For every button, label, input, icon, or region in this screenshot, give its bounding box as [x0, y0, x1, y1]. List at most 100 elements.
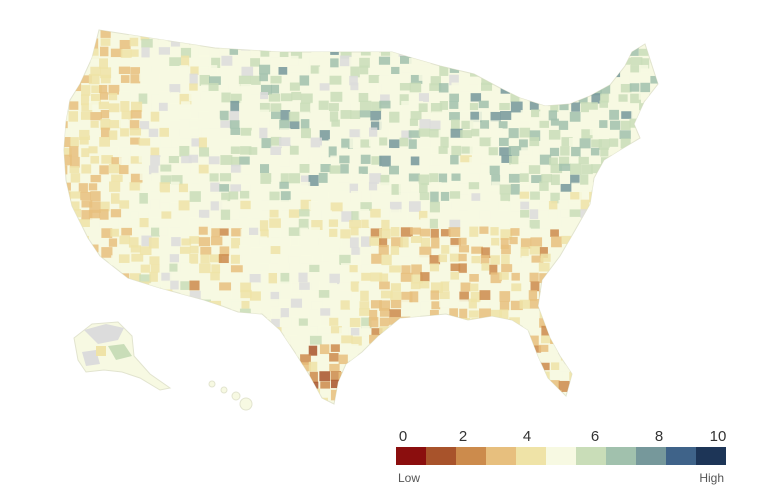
- county-cell: [229, 201, 239, 212]
- county-cell: [330, 211, 341, 222]
- county-cell: [149, 271, 158, 282]
- county-cell: [189, 73, 198, 85]
- county-cell: [500, 46, 509, 55]
- county-cell: [229, 120, 240, 129]
- county-cell: [138, 281, 151, 290]
- county-cell: [310, 399, 322, 404]
- county-cell: [198, 48, 210, 56]
- county-cell: [139, 57, 148, 69]
- county-cell: [470, 263, 481, 272]
- county-cell: [349, 265, 358, 273]
- county-cell: [469, 146, 481, 155]
- county-cell: [468, 310, 479, 318]
- county-cell: [128, 237, 139, 248]
- county-cell: [638, 164, 649, 172]
- county-cell: [379, 336, 390, 344]
- county-cell: [270, 75, 282, 84]
- county-cell: [340, 389, 351, 399]
- county-cell: [500, 238, 509, 249]
- county-cell: [500, 165, 510, 176]
- county-cell: [539, 120, 550, 128]
- county-cell: [508, 145, 520, 157]
- county-cell: [639, 155, 650, 164]
- county-cell: [498, 67, 509, 77]
- county-cell: [351, 336, 362, 346]
- county-cell: [299, 38, 310, 49]
- county-cell: [478, 100, 489, 109]
- county-cell: [418, 103, 428, 113]
- county-cell: [139, 397, 151, 404]
- county-cell: [119, 281, 132, 292]
- county-cell: [429, 92, 441, 103]
- county-cell: [549, 280, 559, 290]
- county-cell: [88, 100, 100, 111]
- county-cell: [599, 318, 612, 329]
- county-cell: [141, 38, 153, 48]
- county-cell: [599, 120, 608, 128]
- county-cell: [500, 111, 512, 120]
- county-cell: [338, 354, 348, 365]
- county-cell: [278, 254, 289, 266]
- county-cell: [530, 191, 540, 200]
- county-cell: [558, 398, 571, 404]
- county-cell: [349, 220, 361, 229]
- county-cell: [79, 30, 91, 39]
- county-cell: [259, 327, 270, 339]
- county-cell: [180, 84, 190, 96]
- county-cell: [180, 262, 191, 273]
- county-cell: [280, 93, 293, 102]
- county-cell: [470, 362, 481, 372]
- county-cell: [459, 291, 469, 302]
- county-cell: [208, 118, 221, 129]
- county-cell: [91, 85, 103, 94]
- county-cell: [188, 92, 201, 102]
- county-cell: [570, 163, 582, 175]
- county-cell: [440, 208, 451, 219]
- county-cell: [140, 264, 150, 273]
- county-cell: [600, 379, 611, 389]
- county-cell: [649, 265, 658, 276]
- county-cell: [621, 408, 631, 418]
- county-cell: [240, 289, 252, 299]
- county-cell: [309, 264, 320, 273]
- county-cell: [479, 173, 490, 183]
- county-cell: [200, 247, 212, 255]
- county-cell: [239, 382, 249, 393]
- county-cell: [220, 400, 231, 404]
- county-cell: [230, 265, 243, 273]
- county-cell: [89, 127, 99, 136]
- county-cell: [158, 353, 170, 363]
- county-cell: [589, 30, 599, 40]
- county-cell: [600, 147, 609, 157]
- county-cell: [328, 146, 337, 158]
- county-cell: [328, 139, 338, 147]
- county-cell: [451, 209, 460, 219]
- county-cell: [599, 100, 609, 108]
- county-cell: [169, 299, 180, 308]
- county-cell: [350, 66, 360, 78]
- county-cell: [449, 327, 461, 336]
- county-cell: [580, 318, 591, 328]
- county-cell: [360, 373, 372, 381]
- county-cell: [510, 370, 519, 379]
- county-cell: [170, 389, 182, 398]
- county-cell: [550, 398, 562, 404]
- county-cell: [341, 138, 354, 149]
- county-cell: [569, 202, 582, 210]
- county-cell: [148, 283, 161, 292]
- county-cell: [111, 380, 120, 391]
- county-cell: [81, 148, 90, 158]
- county-cell: [481, 247, 491, 258]
- county-cell: [391, 57, 401, 67]
- county-cell: [460, 380, 473, 391]
- county-cell: [388, 38, 399, 49]
- county-cell: [109, 93, 118, 101]
- county-cell: [181, 55, 190, 67]
- county-cell: [520, 30, 533, 41]
- county-cell: [290, 283, 302, 294]
- county-cell: [280, 381, 290, 390]
- county-cell: [541, 388, 551, 400]
- county-cell: [608, 263, 618, 273]
- county-cell: [239, 156, 250, 165]
- county-cell: [590, 49, 599, 59]
